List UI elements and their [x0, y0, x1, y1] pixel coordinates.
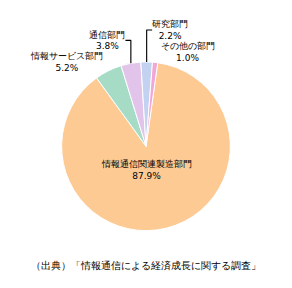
svg-text:研究部門2.2%: 研究部門2.2%	[152, 19, 188, 41]
svg-text:情報通信関連製造部門87.9%: 情報通信関連製造部門87.9%	[101, 159, 192, 181]
svg-text:通信部門3.8%: 通信部門3.8%	[89, 30, 125, 52]
svg-text:情報サービス部門5.2%: 情報サービス部門5.2%	[30, 51, 103, 73]
svg-text:（出典）「情報通信による経済成長に関する調査」: （出典）「情報通信による経済成長に関する調査」	[31, 260, 261, 271]
svg-text:その他の部門1.0%: その他の部門1.0%	[161, 41, 215, 63]
